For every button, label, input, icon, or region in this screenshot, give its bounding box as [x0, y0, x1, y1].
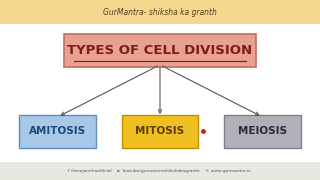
FancyBboxPatch shape [224, 115, 301, 148]
Text: TYPES OF CELL DIVISION: TYPES OF CELL DIVISION [68, 44, 252, 57]
FancyBboxPatch shape [64, 34, 256, 67]
Text: MEIOSIS: MEIOSIS [238, 126, 287, 136]
Text: AMITOSIS: AMITOSIS [29, 126, 86, 136]
FancyBboxPatch shape [0, 0, 320, 24]
Text: MITOSIS: MITOSIS [135, 126, 185, 136]
FancyBboxPatch shape [0, 162, 320, 180]
FancyBboxPatch shape [19, 115, 96, 148]
Text: f /tanejanehaofficial    ► Youtube/gurmantrashikshakagranth    ® www.gurmantra.i: f /tanejanehaofficial ► Youtube/gurmantr… [68, 169, 252, 173]
FancyBboxPatch shape [122, 115, 198, 148]
Text: GurMantra- shiksha ka granth: GurMantra- shiksha ka granth [103, 8, 217, 17]
